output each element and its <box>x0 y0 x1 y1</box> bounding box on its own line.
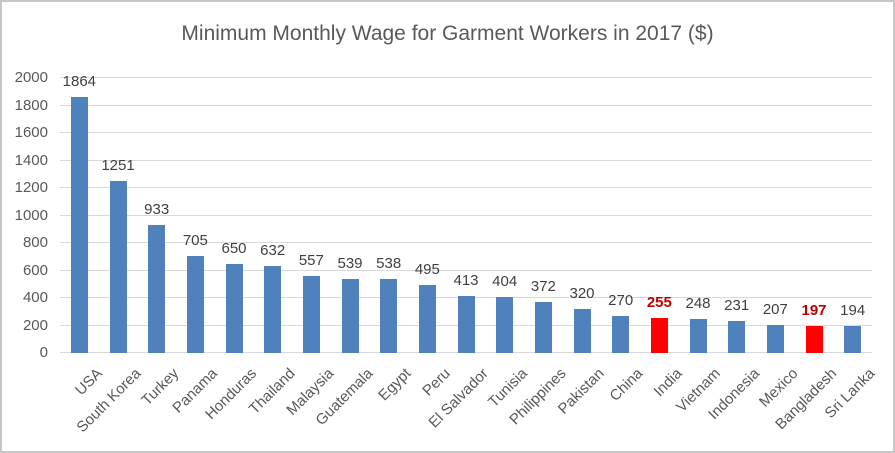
bar-indonesia <box>728 321 746 353</box>
gridline <box>60 187 872 188</box>
bar-panama <box>186 256 204 353</box>
y-tick-label: 200 <box>22 316 48 334</box>
x-category-label: Egypt <box>375 365 415 405</box>
bar-value-label: 557 <box>298 252 324 270</box>
bar-value-label: 539 <box>337 254 363 272</box>
bar-value-label: 1251 <box>101 157 135 174</box>
y-tick-label: 1400 <box>14 151 48 169</box>
bar-peru <box>418 284 436 353</box>
y-tick-label: 1600 <box>14 124 48 141</box>
plot-area: 1864 USA 1251 South Korea 933 Turkey 705 Panama… <box>60 73 879 436</box>
bar-south-korea <box>109 181 127 353</box>
y-tick-label: 1800 <box>14 96 48 114</box>
bar-value-label: 197 <box>801 301 827 319</box>
bar-value-label: 320 <box>569 285 595 302</box>
bar-philippines <box>534 301 552 353</box>
bar-el-salvador <box>457 296 475 353</box>
bar-usa <box>70 96 88 353</box>
y-tick-label: 1000 <box>14 206 48 224</box>
gridline <box>60 104 872 106</box>
bar-honduras <box>225 263 243 353</box>
bar-guatemala <box>341 278 359 353</box>
gridline <box>60 159 872 161</box>
x-category-label: Peru <box>418 365 454 400</box>
x-category-label: China <box>606 365 647 405</box>
bar-value-label: 231 <box>724 297 750 315</box>
y-tick-label: 1200 <box>14 179 48 196</box>
bar-value-label: 933 <box>144 200 170 218</box>
bar-thailand <box>264 266 282 353</box>
y-tick-label: 400 <box>22 289 48 306</box>
bar-turkey <box>148 224 166 353</box>
bar-value-label: 207 <box>762 300 788 318</box>
bar-value-label: 705 <box>182 232 208 250</box>
y-tick-label: 600 <box>22 261 48 279</box>
bar-value-label: 248 <box>685 294 711 312</box>
bar-value-label: 194 <box>840 302 866 320</box>
bar-mexico <box>766 324 784 353</box>
bar-bangladesh <box>805 325 823 353</box>
gridline <box>60 269 872 271</box>
chart-title: Minimum Monthly Wage for Garment Workers… <box>181 22 714 45</box>
bar-pakistan <box>573 309 591 353</box>
bar-value-label: 372 <box>530 277 556 295</box>
x-category-label: USA <box>71 365 106 399</box>
bar-sri-lanka <box>844 326 862 353</box>
gridline <box>60 77 872 78</box>
bar-tunisia <box>496 297 514 353</box>
y-axis: 0 200 400 600 800 1000 1200 1400 1600 1800 2000 <box>2 69 54 361</box>
bar-value-label: 255 <box>646 293 672 311</box>
bar-value-label: 632 <box>260 242 286 260</box>
bar-value-label: 404 <box>492 273 518 291</box>
bar-malaysia <box>302 276 320 353</box>
bar-value-label: 650 <box>221 239 247 257</box>
bar-value-label: 270 <box>608 291 634 309</box>
bar-egypt <box>380 279 398 353</box>
gridline <box>60 132 872 133</box>
bar-vietnam <box>689 318 707 353</box>
bar-value-label: 413 <box>453 272 479 290</box>
bar-india <box>650 317 668 353</box>
gridline <box>60 214 872 216</box>
gridline <box>60 242 872 243</box>
y-tick-label: 0 <box>39 344 48 361</box>
bar-value-label: 495 <box>414 260 440 278</box>
bar-value-label: 538 <box>376 255 402 273</box>
bar-china <box>612 315 630 353</box>
bar-value-label: 1864 <box>62 72 97 90</box>
y-tick-label: 800 <box>22 234 48 251</box>
y-tick-label: 2000 <box>14 69 48 86</box>
